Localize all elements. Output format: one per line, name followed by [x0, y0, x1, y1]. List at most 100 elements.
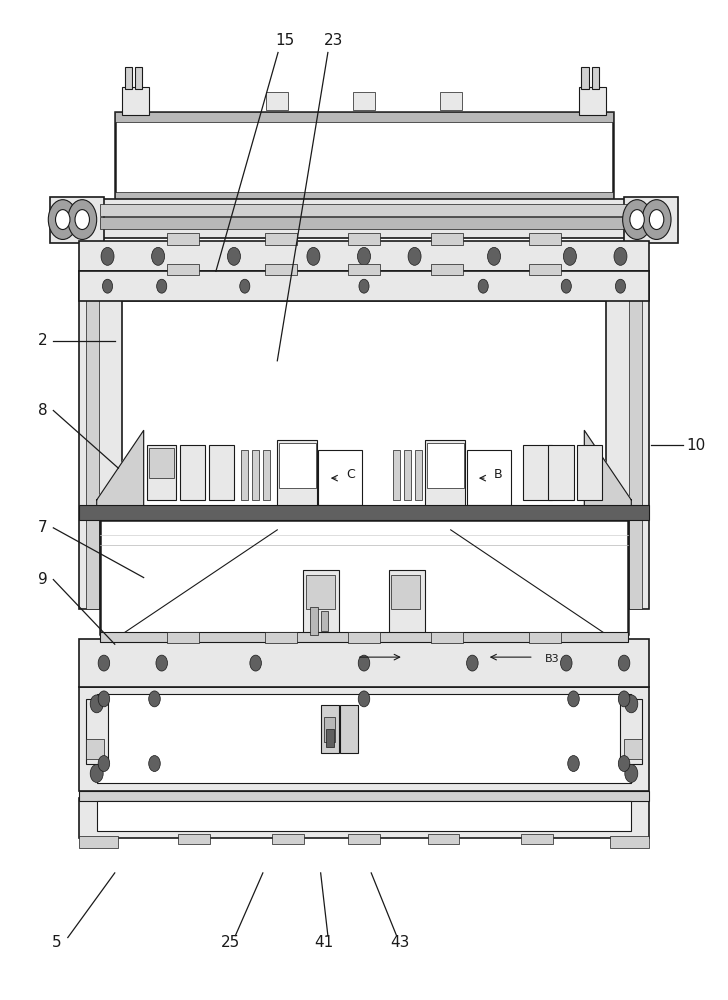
Bar — [348, 834, 380, 844]
Bar — [79, 791, 649, 801]
Circle shape — [101, 247, 114, 265]
Circle shape — [48, 200, 77, 239]
Bar — [86, 271, 99, 609]
Bar — [620, 699, 642, 764]
Bar — [414, 450, 422, 500]
Circle shape — [478, 279, 488, 293]
Bar — [393, 450, 400, 500]
Bar — [135, 67, 142, 89]
Circle shape — [358, 655, 370, 671]
Bar — [579, 87, 606, 115]
Polygon shape — [585, 430, 631, 510]
Bar — [348, 233, 380, 245]
Circle shape — [618, 691, 630, 707]
Circle shape — [615, 279, 625, 293]
Bar — [209, 445, 234, 500]
Bar — [100, 204, 628, 216]
Bar — [353, 92, 375, 110]
Circle shape — [568, 691, 579, 707]
Circle shape — [618, 756, 630, 771]
Bar — [523, 445, 552, 500]
Circle shape — [240, 279, 250, 293]
Bar — [50, 197, 104, 243]
Bar — [149, 448, 174, 478]
Circle shape — [561, 655, 572, 671]
Bar — [263, 450, 270, 500]
Bar — [326, 729, 333, 747]
Bar — [279, 443, 316, 488]
Bar — [97, 694, 631, 783]
Bar — [306, 575, 335, 609]
Text: 9: 9 — [38, 572, 47, 587]
Bar — [147, 445, 176, 500]
Bar — [79, 271, 649, 301]
Text: 10: 10 — [687, 438, 706, 453]
Bar — [265, 233, 297, 245]
Circle shape — [649, 210, 664, 230]
Circle shape — [467, 655, 478, 671]
Bar — [427, 834, 459, 844]
Bar — [115, 192, 613, 199]
Bar — [79, 241, 649, 271]
Circle shape — [622, 200, 652, 239]
Circle shape — [98, 756, 110, 771]
Circle shape — [149, 756, 160, 771]
Bar — [521, 834, 553, 844]
Bar — [348, 264, 380, 275]
Bar — [592, 67, 599, 89]
Bar — [115, 112, 613, 197]
Polygon shape — [97, 430, 143, 510]
Bar — [100, 520, 628, 634]
Bar — [427, 443, 464, 488]
Circle shape — [568, 756, 579, 771]
Circle shape — [408, 247, 421, 265]
Text: 15: 15 — [275, 33, 294, 48]
Circle shape — [307, 247, 320, 265]
Circle shape — [488, 247, 501, 265]
Bar — [318, 450, 362, 505]
Circle shape — [642, 200, 671, 239]
Bar — [440, 92, 462, 110]
Circle shape — [98, 655, 110, 671]
Bar — [324, 717, 335, 742]
Bar — [86, 739, 104, 759]
Bar — [320, 705, 339, 753]
Circle shape — [157, 279, 167, 293]
Bar — [252, 450, 259, 500]
Circle shape — [103, 279, 113, 293]
Bar — [86, 699, 108, 764]
Bar — [178, 834, 210, 844]
Bar — [167, 264, 199, 275]
Bar — [167, 632, 199, 643]
Circle shape — [625, 695, 638, 713]
Bar — [310, 607, 318, 635]
Bar — [609, 836, 649, 848]
Text: 23: 23 — [324, 33, 344, 48]
Circle shape — [75, 210, 90, 230]
Bar — [467, 450, 510, 505]
Bar — [529, 233, 561, 245]
Bar — [115, 112, 613, 122]
Bar — [391, 575, 419, 609]
Bar — [577, 445, 602, 500]
Bar — [97, 301, 631, 515]
Bar — [277, 440, 317, 508]
Bar — [266, 92, 288, 110]
Bar — [79, 798, 649, 838]
Bar — [582, 67, 589, 89]
Circle shape — [563, 247, 577, 265]
Bar — [548, 445, 574, 500]
Bar — [122, 87, 149, 115]
Bar — [404, 450, 411, 500]
Circle shape — [55, 210, 70, 230]
Bar — [79, 639, 649, 687]
Circle shape — [561, 279, 571, 293]
Bar — [79, 687, 649, 791]
Bar — [320, 611, 328, 631]
Text: 7: 7 — [38, 520, 47, 535]
Text: B3: B3 — [545, 654, 559, 664]
Bar — [79, 271, 122, 609]
Bar — [629, 271, 642, 609]
Bar — [241, 450, 248, 500]
Circle shape — [358, 691, 370, 707]
